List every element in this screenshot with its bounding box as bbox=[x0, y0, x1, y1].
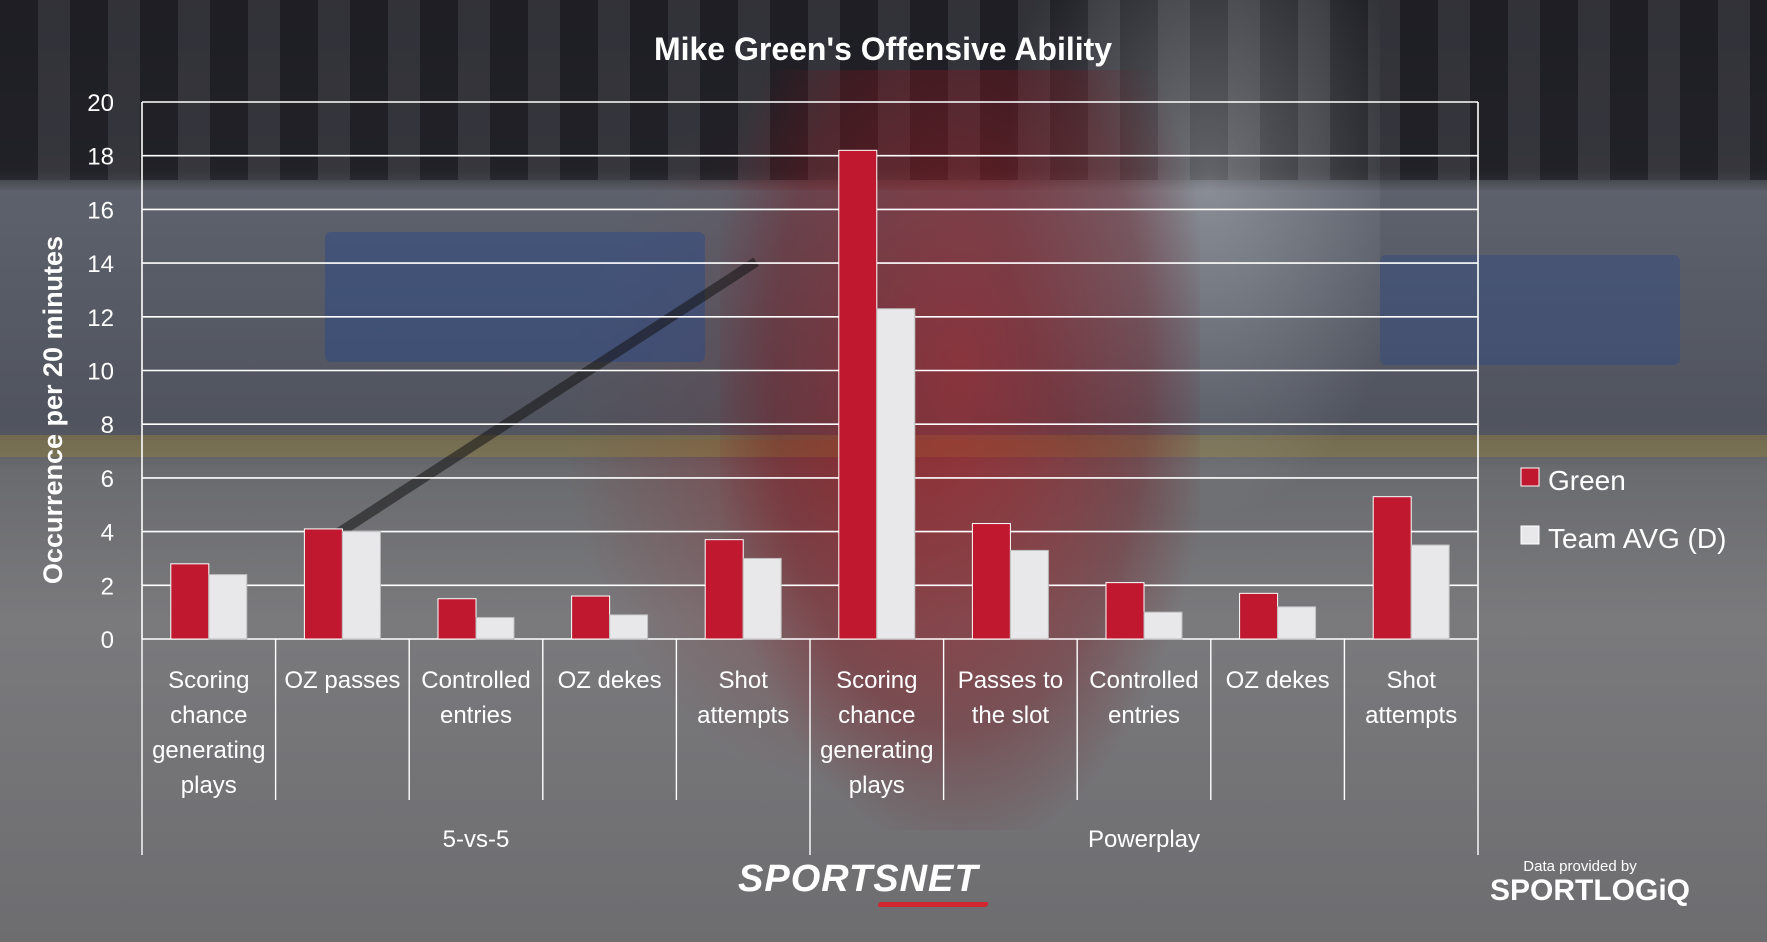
x-category-label: Shot attempts bbox=[1365, 667, 1457, 729]
x-category-label: Passes to the slot bbox=[958, 667, 1063, 729]
sportsnet-wordmark: SPORTSNET bbox=[738, 858, 979, 900]
sportlogiq-logo: SPORTLOGiQ bbox=[1490, 874, 1691, 907]
legend-swatch-green bbox=[1520, 467, 1540, 487]
bar-green bbox=[303, 528, 343, 640]
bar-team-avg bbox=[609, 614, 649, 640]
x-category-label-line: Shot bbox=[1387, 667, 1437, 694]
bar-green bbox=[1372, 496, 1412, 640]
x-category-label: OZ dekes bbox=[558, 667, 662, 694]
x-category-label-line: OZ passes bbox=[284, 667, 400, 694]
x-category-label-line: generating bbox=[152, 737, 265, 764]
x-category-label-line: entries bbox=[440, 702, 512, 729]
x-category-label-line: Controlled bbox=[1089, 667, 1198, 694]
x-category-label: Controlled entries bbox=[1089, 667, 1198, 729]
y-tick-label: 20 bbox=[87, 90, 114, 117]
x-category-label: OZ dekes bbox=[1226, 667, 1330, 694]
y-tick-label: 2 bbox=[101, 573, 114, 600]
x-category-label-line: Scoring bbox=[836, 667, 917, 694]
x-category-label-line: chance bbox=[170, 702, 247, 729]
background-ad-panel bbox=[1380, 255, 1680, 365]
data-credit-caption: Data provided by bbox=[1523, 858, 1637, 875]
x-category-label: Scoring chance generating plays bbox=[820, 667, 933, 799]
background-player bbox=[720, 70, 1200, 830]
bar-green bbox=[170, 563, 210, 640]
x-category-label-line: Passes to bbox=[958, 667, 1063, 694]
x-category-label: Shot attempts bbox=[697, 667, 789, 729]
y-tick-label: 16 bbox=[87, 197, 114, 224]
legend: Green Team AVG (D) bbox=[1520, 465, 1726, 554]
y-tick-label: 18 bbox=[87, 144, 114, 171]
y-tick-label: 10 bbox=[87, 359, 114, 386]
y-tick-label: 12 bbox=[87, 305, 114, 332]
x-category-label-line: plays bbox=[181, 772, 237, 799]
y-tick-label: 4 bbox=[101, 520, 114, 547]
chart-title: Mike Green's Offensive Ability bbox=[654, 31, 1112, 67]
bars bbox=[170, 149, 1450, 640]
x-category-label: Scoring chance generating plays bbox=[152, 667, 265, 799]
y-tick-label: 14 bbox=[87, 251, 114, 278]
x-category-label-line: Scoring bbox=[168, 667, 249, 694]
legend-label: Green bbox=[1548, 465, 1626, 496]
bar-team-avg bbox=[1009, 549, 1049, 640]
x-group-label: 5-vs-5 bbox=[443, 826, 510, 853]
bar-green bbox=[571, 595, 611, 640]
y-tick-label: 8 bbox=[101, 412, 114, 439]
bar-green bbox=[838, 149, 878, 640]
bar-green bbox=[1239, 592, 1279, 640]
x-category-label-line: generating bbox=[820, 737, 933, 764]
x-category-label-line: plays bbox=[849, 772, 905, 799]
y-tick-label: 0 bbox=[101, 627, 114, 654]
x-category-label-line: entries bbox=[1108, 702, 1180, 729]
y-axis-ticks: 0 2 4 6 8 10 12 14 16 18 20 bbox=[87, 90, 114, 654]
x-category-label: Controlled entries bbox=[421, 667, 530, 729]
bar-team-avg bbox=[1277, 606, 1317, 640]
bar-green bbox=[704, 539, 744, 640]
bar-team-avg bbox=[1410, 544, 1450, 640]
bar-team-avg bbox=[742, 557, 782, 640]
y-axis-title: Occurrence per 20 minutes bbox=[38, 236, 68, 584]
x-category-label-line: Shot bbox=[719, 667, 769, 694]
x-category-label-line: OZ dekes bbox=[1226, 667, 1330, 694]
x-category-label-line: attempts bbox=[697, 702, 789, 729]
x-category-label-line: the slot bbox=[972, 702, 1050, 729]
bar-team-avg bbox=[341, 531, 381, 640]
bar-green bbox=[437, 598, 477, 640]
legend-label: Team AVG (D) bbox=[1548, 523, 1726, 554]
x-group-label: Powerplay bbox=[1088, 826, 1200, 853]
bar-team-avg bbox=[876, 308, 916, 640]
bar-team-avg bbox=[475, 617, 515, 640]
sportsnet-logo: SPORTSNET bbox=[738, 858, 1048, 907]
x-category-label-line: chance bbox=[838, 702, 915, 729]
x-category-label: OZ passes bbox=[284, 667, 400, 694]
y-tick-label: 6 bbox=[101, 466, 114, 493]
bar-green bbox=[971, 523, 1011, 640]
x-axis: Scoring chance generating plays OZ passes Con… bbox=[141, 639, 1479, 855]
bar-team-avg bbox=[208, 574, 248, 640]
x-category-label-line: attempts bbox=[1365, 702, 1457, 729]
x-category-label-line: Controlled bbox=[421, 667, 530, 694]
legend-swatch-team-avg bbox=[1520, 525, 1540, 545]
bar-green bbox=[1105, 582, 1145, 640]
bar-team-avg bbox=[1143, 611, 1183, 640]
x-category-label-line: OZ dekes bbox=[558, 667, 662, 694]
sportsnet-swoosh bbox=[877, 902, 989, 907]
